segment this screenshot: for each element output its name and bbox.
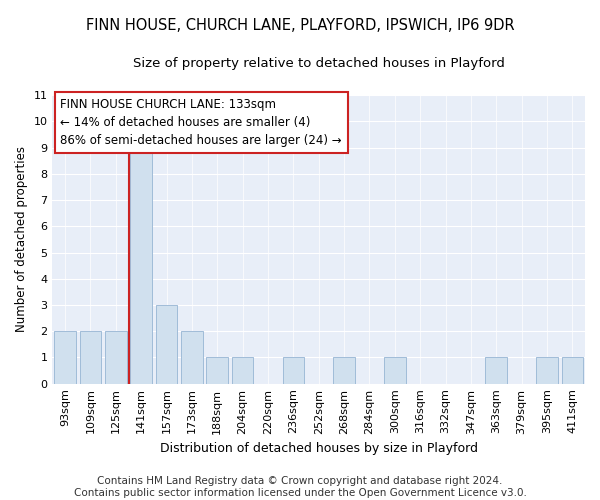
Bar <box>80 331 101 384</box>
Bar <box>232 358 253 384</box>
Bar <box>130 148 152 384</box>
Title: Size of property relative to detached houses in Playford: Size of property relative to detached ho… <box>133 58 505 70</box>
Bar <box>333 358 355 384</box>
Bar <box>384 358 406 384</box>
Bar <box>536 358 558 384</box>
Y-axis label: Number of detached properties: Number of detached properties <box>15 146 28 332</box>
Text: FINN HOUSE, CHURCH LANE, PLAYFORD, IPSWICH, IP6 9DR: FINN HOUSE, CHURCH LANE, PLAYFORD, IPSWI… <box>86 18 514 32</box>
Bar <box>181 331 203 384</box>
Bar <box>562 358 583 384</box>
Bar <box>485 358 507 384</box>
Bar <box>55 331 76 384</box>
Bar <box>206 358 228 384</box>
Text: Contains HM Land Registry data © Crown copyright and database right 2024.
Contai: Contains HM Land Registry data © Crown c… <box>74 476 526 498</box>
Bar <box>283 358 304 384</box>
X-axis label: Distribution of detached houses by size in Playford: Distribution of detached houses by size … <box>160 442 478 455</box>
Bar <box>105 331 127 384</box>
Bar <box>156 305 178 384</box>
Text: FINN HOUSE CHURCH LANE: 133sqm
← 14% of detached houses are smaller (4)
86% of s: FINN HOUSE CHURCH LANE: 133sqm ← 14% of … <box>61 98 342 147</box>
